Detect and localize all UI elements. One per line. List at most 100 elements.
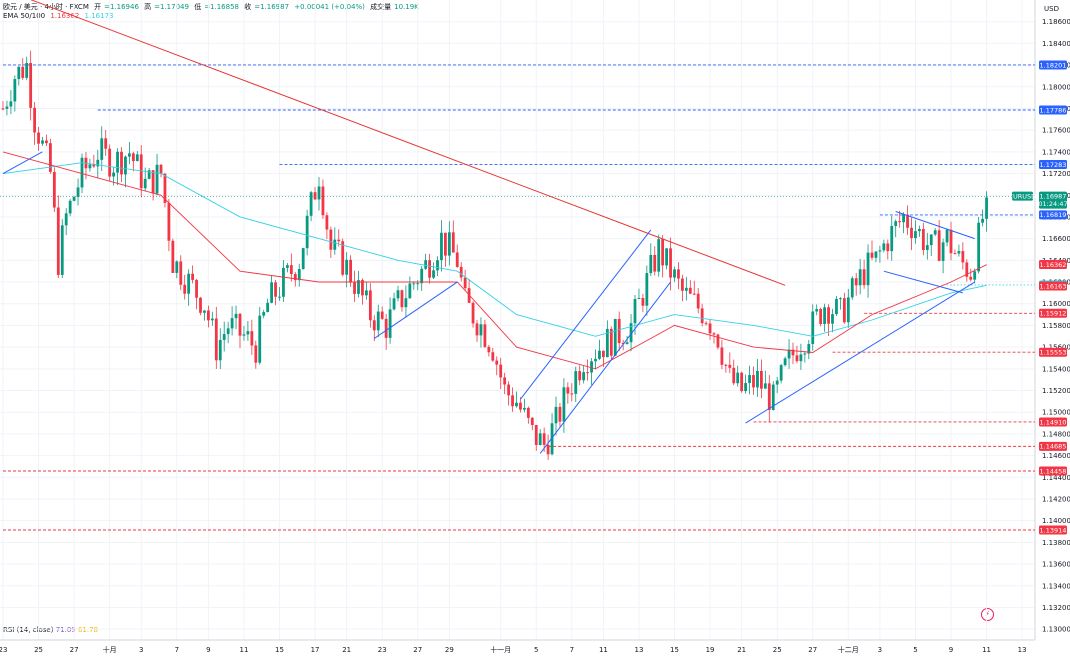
- candle-body[interactable]: [688, 287, 692, 294]
- axis-price-label[interactable]: 1.13914: [1040, 526, 1067, 534]
- candle-body[interactable]: [530, 417, 534, 425]
- candle-body[interactable]: [163, 173, 167, 203]
- candle-body[interactable]: [985, 197, 988, 219]
- candle-body[interactable]: [329, 229, 333, 250]
- candle-body[interactable]: [345, 259, 349, 275]
- candle-body[interactable]: [590, 361, 593, 373]
- candle-body[interactable]: [250, 331, 254, 346]
- rsi-legend[interactable]: RSI (14, close) 71.09 61.78: [3, 626, 98, 634]
- candle-body[interactable]: [365, 290, 368, 296]
- candle-body[interactable]: [515, 402, 518, 407]
- candle-body[interactable]: [791, 349, 795, 356]
- axis-price-label[interactable]: 1.17283: [1040, 161, 1067, 169]
- candle-body[interactable]: [412, 283, 416, 285]
- candle-body[interactable]: [80, 157, 84, 188]
- candle-body[interactable]: [361, 280, 364, 296]
- candle-body[interactable]: [491, 352, 495, 361]
- candle-body[interactable]: [681, 278, 684, 291]
- candle-body[interactable]: [376, 311, 380, 331]
- candle-body[interactable]: [341, 241, 345, 275]
- candle-body[interactable]: [835, 298, 838, 315]
- candle-body[interactable]: [128, 153, 131, 157]
- candle-body[interactable]: [609, 328, 613, 356]
- candle-body[interactable]: [637, 297, 641, 299]
- candle-body[interactable]: [116, 151, 119, 173]
- candle-body[interactable]: [953, 253, 957, 255]
- candle-body[interactable]: [661, 239, 665, 266]
- candle-body[interactable]: [436, 260, 439, 271]
- candle-body[interactable]: [483, 324, 487, 347]
- candle-body[interactable]: [475, 323, 479, 336]
- axis-price-label[interactable]: 1.14458: [1040, 467, 1067, 475]
- candle-body[interactable]: [720, 347, 724, 365]
- candle-body[interactable]: [321, 186, 325, 216]
- axis-price-label[interactable]: 1.16362: [1040, 261, 1067, 269]
- axis-price-label[interactable]: 1.14685: [1040, 443, 1067, 451]
- candle-body[interactable]: [416, 283, 420, 285]
- candle-body[interactable]: [866, 252, 870, 286]
- candle-body[interactable]: [582, 372, 586, 381]
- candle-body[interactable]: [1, 108, 5, 110]
- candle-body[interactable]: [333, 239, 337, 250]
- candle-body[interactable]: [902, 214, 905, 223]
- candle-body[interactable]: [981, 218, 984, 223]
- candle-body[interactable]: [534, 424, 538, 446]
- candle-body[interactable]: [894, 221, 898, 226]
- trendline-4[interactable]: [745, 281, 975, 424]
- candle-body[interactable]: [550, 423, 554, 455]
- trendline-1[interactable]: [374, 281, 458, 339]
- candle-body[interactable]: [696, 293, 700, 309]
- candle-body[interactable]: [400, 290, 404, 308]
- candle-body[interactable]: [886, 243, 890, 252]
- candle-body[interactable]: [254, 345, 258, 363]
- candle-body[interactable]: [977, 222, 981, 272]
- candle-body[interactable]: [41, 140, 44, 144]
- candle-body[interactable]: [424, 260, 428, 269]
- candle-body[interactable]: [447, 232, 451, 256]
- candle-body[interactable]: [819, 309, 823, 325]
- candle-body[interactable]: [783, 358, 787, 366]
- candle-body[interactable]: [124, 156, 127, 175]
- candle-body[interactable]: [203, 310, 206, 313]
- axis-price-label[interactable]: 1.17786: [1040, 106, 1067, 114]
- candle-body[interactable]: [771, 384, 775, 410]
- candle-body[interactable]: [131, 153, 135, 162]
- candle-body[interactable]: [748, 375, 751, 384]
- candle-body[interactable]: [617, 318, 621, 344]
- candle-body[interactable]: [854, 278, 858, 286]
- trendline-0[interactable]: [2, 151, 43, 174]
- candle-body[interactable]: [274, 282, 277, 297]
- candle-body[interactable]: [349, 259, 352, 283]
- candle-body[interactable]: [957, 251, 961, 254]
- candle-body[interactable]: [471, 302, 475, 324]
- candle-body[interactable]: [546, 444, 550, 455]
- candle-body[interactable]: [325, 215, 329, 230]
- candle-body[interactable]: [874, 251, 878, 258]
- candle-body[interactable]: [811, 311, 815, 345]
- candle-body[interactable]: [653, 254, 657, 272]
- candle-body[interactable]: [890, 225, 894, 252]
- candle-body[interactable]: [187, 273, 191, 294]
- candle-body[interactable]: [523, 407, 526, 410]
- candle-body[interactable]: [246, 331, 250, 335]
- candle-body[interactable]: [677, 269, 680, 279]
- candle-body[interactable]: [495, 360, 499, 365]
- candle-body[interactable]: [898, 221, 902, 223]
- candle-body[interactable]: [159, 164, 163, 174]
- candle-body[interactable]: [633, 298, 637, 324]
- candle-body[interactable]: [313, 192, 317, 200]
- candle-body[interactable]: [918, 228, 921, 232]
- candle-body[interactable]: [234, 313, 238, 319]
- ema-legend[interactable]: EMA 50/100 1.16362 1.16173: [3, 12, 116, 20]
- candle-body[interactable]: [763, 383, 767, 389]
- candle-body[interactable]: [455, 252, 459, 267]
- candle-body[interactable]: [906, 214, 909, 228]
- candle-body[interactable]: [112, 172, 115, 177]
- last-price-value[interactable]: 1.16987: [1040, 192, 1067, 200]
- candle-body[interactable]: [941, 242, 945, 261]
- candle-body[interactable]: [451, 232, 455, 253]
- candle-body[interactable]: [52, 171, 56, 208]
- candle-body[interactable]: [858, 269, 862, 286]
- candle-body[interactable]: [147, 170, 151, 179]
- candle-body[interactable]: [629, 323, 633, 343]
